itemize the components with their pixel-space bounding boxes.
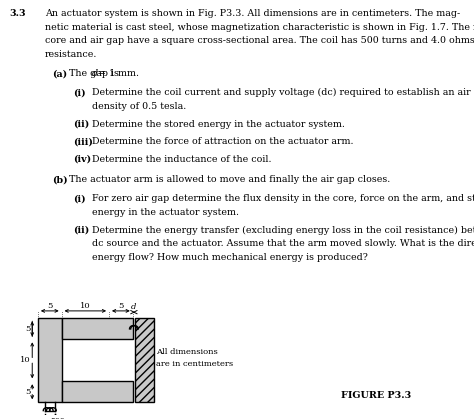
Text: d: d [131,303,137,311]
Text: 5: 5 [25,388,30,396]
Text: resistance.: resistance. [45,50,97,59]
Bar [38,318,62,402]
Text: The actuator arm is allowed to move and finally the air gap closes.: The actuator arm is allowed to move and … [69,175,390,184]
Bar [62,318,133,339]
Text: netic material is cast steel, whose magnetization characteristic is shown in Fig: netic material is cast steel, whose magn… [45,23,474,32]
Text: Determine the inductance of the coil.: Determine the inductance of the coil. [92,155,272,164]
Text: Determine the force of attraction on the actuator arm.: Determine the force of attraction on the… [92,137,354,146]
Text: (b): (b) [52,175,68,184]
Bar [62,381,133,402]
Text: d: d [91,69,98,78]
Text: (a): (a) [52,69,67,78]
Text: (ii): (ii) [73,226,90,235]
Text: 5: 5 [118,302,124,310]
Text: Determine the stored energy in the actuator system.: Determine the stored energy in the actua… [92,119,345,129]
Text: 500
turns: 500 turns [51,416,71,419]
Text: FIGURE P3.3: FIGURE P3.3 [341,391,411,400]
Text: core and air gap have a square cross-sectional area. The coil has 500 turns and : core and air gap have a square cross-sec… [45,36,474,45]
Text: Determine the energy transfer (excluding energy loss in the coil resistance) bet: Determine the energy transfer (excluding… [92,226,474,235]
Text: = 1 mm.: = 1 mm. [95,69,139,78]
Text: For zero air gap determine the flux density in the core, force on the arm, and s: For zero air gap determine the flux dens… [92,194,474,203]
Text: (iv): (iv) [73,155,91,164]
Text: The gap is: The gap is [69,69,122,78]
Text: All dimensions: All dimensions [156,348,218,356]
Text: energy flow? How much mechanical energy is produced?: energy flow? How much mechanical energy … [92,253,368,262]
Text: An actuator system is shown in Fig. P3.3. All dimensions are in centimeters. The: An actuator system is shown in Fig. P3.3… [45,9,460,18]
Text: 10: 10 [80,302,91,310]
Text: (i): (i) [73,88,86,97]
Text: (i): (i) [73,194,86,203]
Text: (ii): (ii) [73,119,90,129]
Text: are in centimeters: are in centimeters [156,360,234,368]
Text: (iii): (iii) [73,137,93,146]
Text: 10: 10 [20,356,30,365]
Text: dc source and the actuator. Assume that the arm moved slowly. What is the direct: dc source and the actuator. Assume that … [92,239,474,248]
Text: energy in the actuator system.: energy in the actuator system. [92,208,239,217]
Text: 3.3: 3.3 [9,9,26,18]
Text: Determine the coil current and supply voltage (dc) required to establish an air : Determine the coil current and supply vo… [92,88,474,97]
Text: 5: 5 [47,302,53,310]
Text: density of 0.5 tesla.: density of 0.5 tesla. [92,102,187,111]
Text: 5: 5 [25,325,30,333]
Bar [135,318,154,402]
